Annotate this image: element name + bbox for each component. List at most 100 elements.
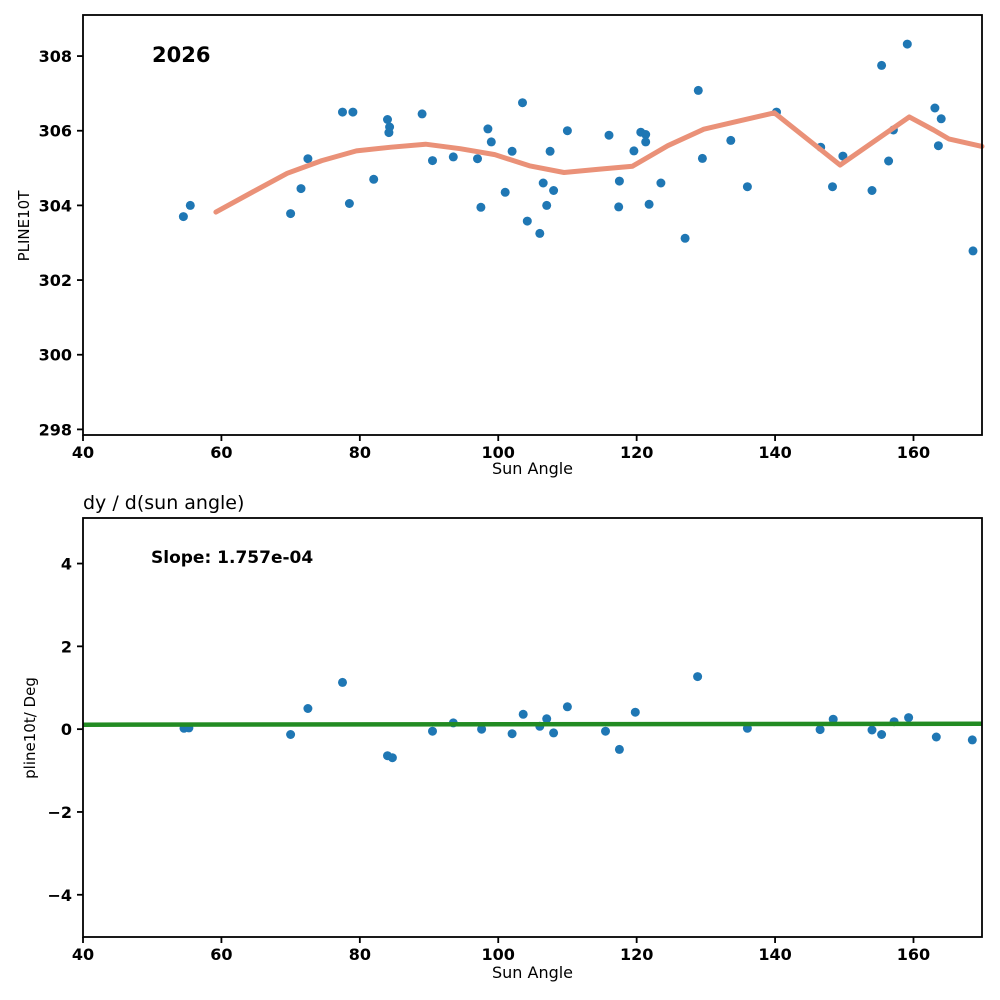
- scatter-point: [680, 233, 690, 243]
- x-tick-label: 140: [758, 945, 791, 964]
- scatter-point: [562, 126, 572, 136]
- scatter-point: [286, 730, 296, 739]
- scatter-point: [303, 154, 313, 164]
- scatter-point: [629, 146, 639, 156]
- scatter-point: [902, 39, 912, 49]
- year-annotation: 2026: [152, 43, 211, 67]
- scatter-point: [815, 725, 825, 735]
- scatter-point: [344, 199, 354, 208]
- scatter-point: [545, 146, 555, 156]
- scatter-point: [473, 154, 482, 164]
- scatter-point: [877, 60, 887, 70]
- scatter-point: [286, 209, 296, 219]
- scatter-point: [867, 725, 877, 735]
- plot-spines: [82, 14, 983, 436]
- scatter-point: [656, 178, 666, 188]
- trend-line: [213, 110, 985, 215]
- scatter-point: [384, 128, 394, 138]
- scatter-point: [601, 726, 610, 736]
- scatter-point: [697, 153, 707, 163]
- scatter-point: [726, 135, 736, 145]
- y-tick-label: 4: [61, 555, 72, 574]
- scatter-point: [838, 151, 848, 161]
- scatter-point: [348, 107, 358, 117]
- scatter-point: [387, 753, 397, 763]
- scatter-point: [338, 677, 347, 687]
- scatter-point: [296, 184, 306, 194]
- y-tick-label: 308: [39, 47, 72, 66]
- scatter-point: [614, 744, 624, 754]
- x-tick-label: 100: [482, 945, 515, 964]
- scatter-point: [614, 202, 624, 212]
- y-tick-label: 300: [39, 346, 72, 365]
- y-tick-label: 2: [61, 637, 72, 656]
- top-x-axis-label: Sun Angle: [491, 459, 574, 478]
- scatter-point: [644, 199, 654, 209]
- scatter-point: [518, 709, 528, 719]
- y-tick-label: −4: [47, 886, 72, 905]
- x-tick-label: 60: [210, 945, 232, 964]
- x-tick-label: 120: [620, 443, 653, 462]
- scatter-point: [828, 714, 838, 724]
- scatter-point: [542, 200, 552, 210]
- scatter-point: [641, 137, 651, 147]
- scatter-point: [562, 702, 572, 712]
- x-tick-label: 100: [482, 443, 515, 462]
- scatter-point: [178, 212, 188, 222]
- y-tick-label: 0: [61, 720, 72, 739]
- scatter-point: [877, 730, 887, 739]
- scatter-point: [641, 130, 651, 139]
- scatter-point: [549, 186, 559, 195]
- bottom-y-axis-label: pline10t/ Deg: [21, 677, 39, 779]
- x-tick-label: 60: [210, 443, 232, 462]
- y-tick-label: 304: [39, 196, 72, 215]
- scatter-point: [477, 724, 487, 734]
- scatter-point: [933, 141, 943, 151]
- top-y-axis-label: PLINE10T: [15, 190, 33, 262]
- scatter-point: [693, 672, 703, 682]
- y-tick-label: 298: [39, 420, 72, 439]
- scatter-point: [369, 174, 379, 184]
- x-tick-label: 40: [72, 945, 94, 964]
- scatter-point: [185, 200, 195, 210]
- scatter-point: [522, 216, 532, 226]
- scatter-point: [303, 704, 313, 713]
- x-tick-label: 120: [620, 945, 653, 964]
- scatter-point: [486, 137, 496, 147]
- scatter-point: [693, 85, 703, 95]
- scatter-point: [383, 115, 392, 124]
- scatter-point: [417, 109, 427, 119]
- scatter-point: [518, 98, 527, 108]
- scatter-point: [604, 130, 614, 140]
- scatter-point: [476, 202, 486, 212]
- bottom-x-axis-label: Sun Angle: [491, 963, 574, 982]
- y-tick-label: 302: [39, 271, 72, 290]
- scatter-point: [967, 735, 977, 745]
- y-tick-label: −2: [47, 803, 72, 822]
- scatter-point: [884, 156, 894, 166]
- x-tick-label: 40: [72, 443, 94, 462]
- scatter-point: [483, 124, 493, 134]
- scatter-point: [930, 103, 940, 113]
- scatter-point: [742, 182, 752, 192]
- plot-spines: [82, 517, 983, 938]
- scatter-point: [535, 228, 545, 238]
- x-tick-label: 160: [897, 945, 930, 964]
- y-tick-label: 306: [39, 122, 72, 141]
- scatter-point: [931, 732, 941, 742]
- scatter-point: [549, 728, 559, 738]
- scatter-point: [428, 726, 437, 736]
- scatter-point: [828, 182, 837, 192]
- scatter-point: [338, 107, 347, 117]
- x-tick-label: 80: [349, 945, 371, 964]
- scatter-point: [614, 176, 624, 186]
- scatter-point: [538, 178, 548, 188]
- scatter-point: [867, 186, 877, 195]
- scatter-point: [630, 707, 640, 717]
- scatter-point: [448, 152, 458, 162]
- scatter-point: [500, 187, 510, 197]
- scatter-point: [428, 156, 437, 166]
- scatter-point: [542, 714, 552, 724]
